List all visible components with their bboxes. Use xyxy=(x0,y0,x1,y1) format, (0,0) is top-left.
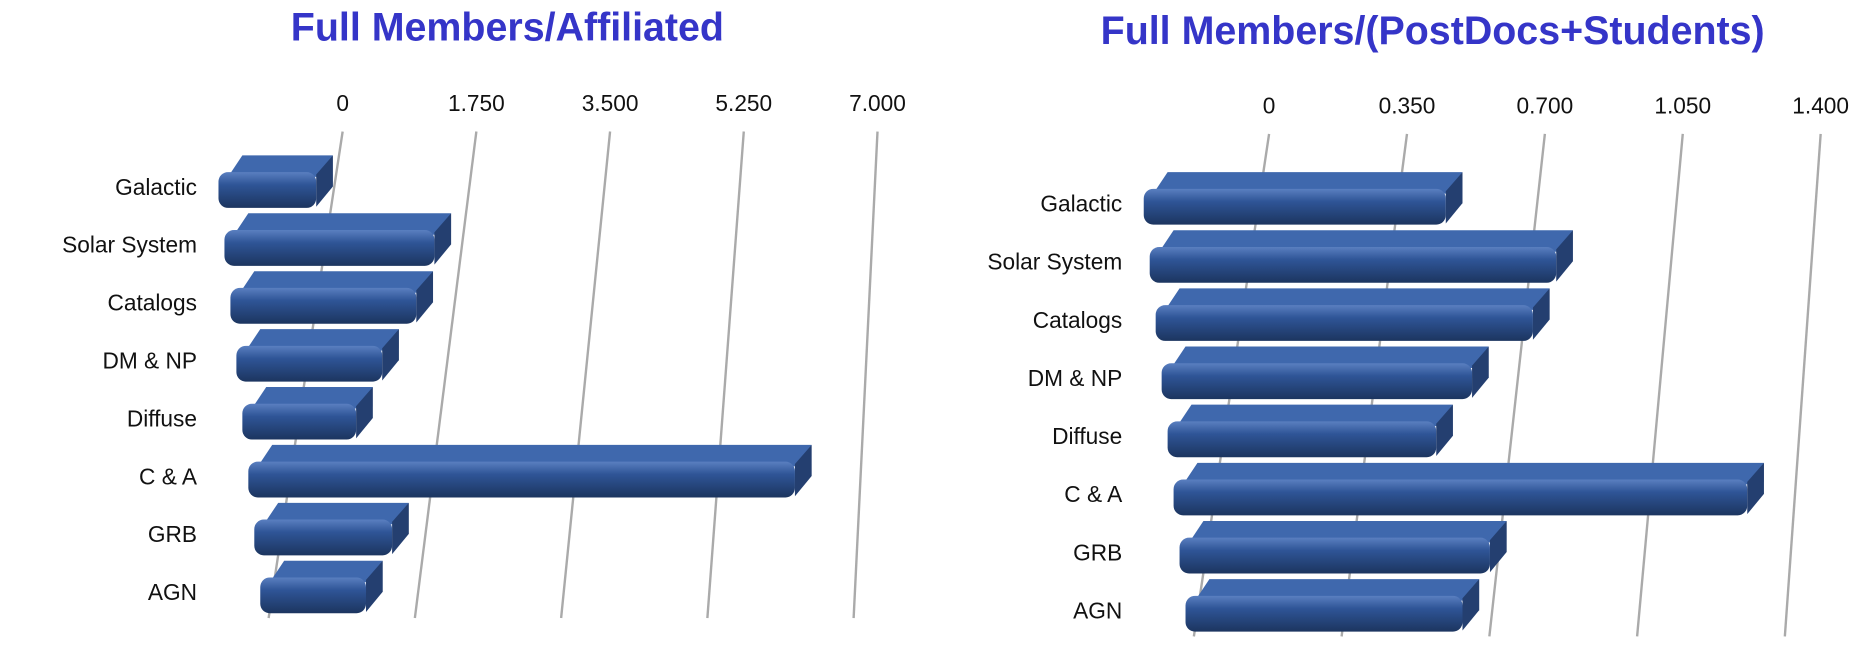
bar-end xyxy=(316,155,333,207)
bar-front xyxy=(218,172,317,208)
bar-top xyxy=(1153,172,1463,194)
bar-top xyxy=(1189,520,1507,543)
bar xyxy=(230,271,434,324)
bar-top xyxy=(251,387,373,409)
bar-front xyxy=(230,287,417,324)
bar-front xyxy=(1185,595,1463,632)
bar-front xyxy=(236,345,383,382)
x-tick-label: 0 xyxy=(1263,93,1276,119)
bar-top xyxy=(228,155,333,177)
x-tick-label: 0 xyxy=(336,90,349,116)
bar-end xyxy=(1462,579,1480,631)
bar-front xyxy=(242,403,357,440)
bar xyxy=(1155,288,1550,341)
grid-line xyxy=(559,131,612,619)
bar-end xyxy=(416,271,434,323)
bar-top xyxy=(269,560,383,583)
y-tick-label: Galactic xyxy=(1040,191,1122,217)
grid-line xyxy=(1635,133,1684,637)
bar-front xyxy=(260,577,367,614)
bar-end xyxy=(1556,230,1573,282)
bar xyxy=(248,444,812,498)
bar-top xyxy=(1165,288,1550,310)
bar xyxy=(1143,172,1463,225)
grid-line xyxy=(413,131,478,619)
bar-front xyxy=(224,230,435,266)
y-tick-label: GRB xyxy=(1073,539,1122,565)
bar-front xyxy=(1149,246,1557,283)
bar xyxy=(1179,520,1507,574)
y-tick-label: Galactic xyxy=(115,174,197,200)
x-tick-label: 1.750 xyxy=(448,90,505,116)
y-tick-label: Catalogs xyxy=(108,290,197,316)
bar-top xyxy=(1171,346,1489,369)
bar-top xyxy=(239,271,434,293)
x-tick-label: 5.250 xyxy=(715,90,772,116)
bar-end xyxy=(1472,346,1489,398)
bar xyxy=(260,560,383,614)
y-tick-label: DM & NP xyxy=(1028,365,1122,391)
grid-line xyxy=(852,131,879,619)
bar-end xyxy=(794,444,812,497)
y-tick-label: Solar System xyxy=(987,249,1122,275)
bar-end xyxy=(1436,404,1453,457)
x-tick-label: 1.050 xyxy=(1654,93,1711,119)
bar-end xyxy=(1489,520,1507,573)
bar-end xyxy=(366,560,383,613)
bar-end xyxy=(1532,288,1550,340)
y-tick-label: AGN xyxy=(1073,598,1122,624)
bar xyxy=(1185,579,1480,632)
y-tick-label: GRB xyxy=(148,521,197,547)
bar xyxy=(1149,230,1573,283)
x-tick-label: 3.500 xyxy=(582,90,639,116)
grid-line xyxy=(1783,133,1822,637)
bar-top xyxy=(1195,579,1480,601)
bar xyxy=(242,387,373,440)
bar xyxy=(236,329,399,382)
bar-top xyxy=(257,444,812,467)
bar-front xyxy=(248,461,795,498)
x-tick-label: 0.350 xyxy=(1379,93,1436,119)
y-tick-label: Solar System xyxy=(62,232,197,258)
bar-top xyxy=(1177,404,1453,427)
bar-front xyxy=(1167,421,1437,458)
bar-end xyxy=(392,502,409,555)
bar xyxy=(224,213,452,266)
bar-front xyxy=(254,519,393,556)
y-tick-label: DM & NP xyxy=(103,348,197,374)
y-tick-label: Diffuse xyxy=(127,405,197,431)
chart-title: Full Members/(PostDocs+Students) xyxy=(1101,9,1765,53)
x-tick-label: 1.400 xyxy=(1792,93,1849,119)
bar xyxy=(1167,404,1453,458)
bar-top xyxy=(263,502,409,525)
bar xyxy=(1161,346,1489,400)
bar-top xyxy=(245,329,399,351)
bar-end xyxy=(356,387,373,439)
bar-end xyxy=(1747,462,1764,515)
x-tick-label: 0.700 xyxy=(1517,93,1574,119)
chart-title: Full Members/Affiliated xyxy=(291,5,724,49)
y-tick-label: C & A xyxy=(1064,481,1123,507)
y-tick-label: Catalogs xyxy=(1033,307,1122,333)
bar-front xyxy=(1143,188,1446,225)
x-tick-label: 7.000 xyxy=(849,90,906,116)
bar-top xyxy=(1159,230,1573,252)
bar-end xyxy=(382,329,399,381)
bar xyxy=(218,155,333,208)
bar-front xyxy=(1155,305,1533,341)
bar-front xyxy=(1161,363,1473,400)
bar-front xyxy=(1173,479,1748,516)
bar-top xyxy=(234,213,452,235)
bar-front xyxy=(1179,537,1490,574)
bar-top xyxy=(1183,462,1764,485)
bar xyxy=(254,502,409,556)
grid-line xyxy=(706,131,745,619)
y-tick-label: AGN xyxy=(148,579,197,605)
bar xyxy=(1173,462,1764,516)
y-tick-label: C & A xyxy=(139,463,198,489)
bar-end xyxy=(434,213,452,265)
y-tick-label: Diffuse xyxy=(1052,423,1122,449)
bar-end xyxy=(1445,172,1463,224)
